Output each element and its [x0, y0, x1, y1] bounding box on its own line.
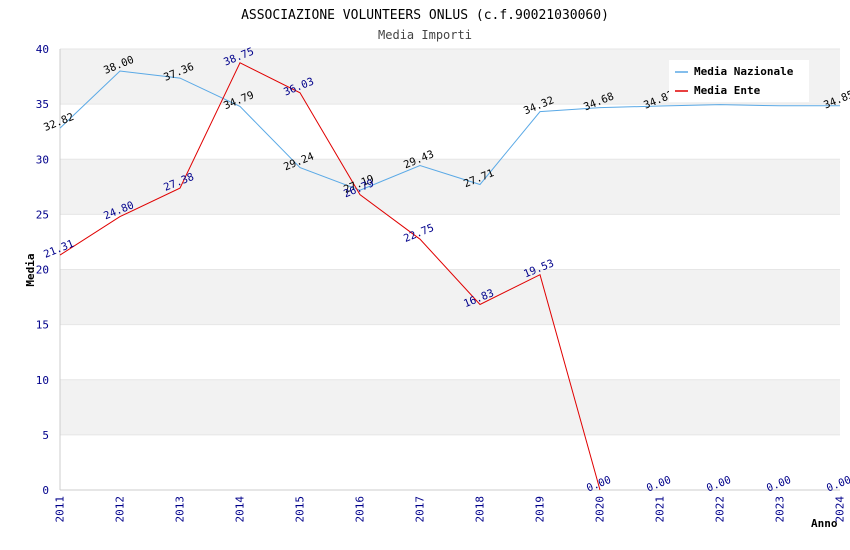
x-axis-label: Anno [811, 517, 838, 530]
x-tick-label: 2012 [114, 496, 127, 523]
x-tick-label: 2024 [834, 496, 847, 523]
y-tick-label: 0 [42, 484, 49, 497]
series-line-ente [59, 62, 601, 491]
x-tick-label: 2016 [354, 496, 367, 523]
chart-title: ASSOCIAZIONE VOLUNTEERS ONLUS (c.f.90021… [241, 8, 609, 23]
y-tick-label: 30 [36, 153, 49, 166]
grid-band [60, 434, 840, 490]
series-lines [59, 62, 840, 491]
x-tick-label: 2019 [534, 496, 547, 523]
legend-label-nazionale: Media Nazionale [694, 65, 794, 78]
x-tick-label: 2011 [54, 496, 67, 523]
grid-bands [60, 48, 840, 491]
y-tick-label: 5 [42, 429, 49, 442]
chart-subtitle: Media Importi [378, 28, 472, 42]
y-tick-label: 25 [36, 208, 49, 221]
axes [59, 49, 840, 491]
grid-band [60, 324, 840, 380]
x-tick-label: 2021 [654, 496, 667, 523]
x-tick-label: 2023 [774, 496, 787, 523]
y-tick-label: 40 [36, 43, 49, 56]
grid-band [60, 214, 840, 270]
y-ticks: 0 5 10 15 20 25 30 35 40 [36, 43, 49, 497]
x-tick-label: 2020 [594, 496, 607, 523]
legend-box [669, 60, 809, 102]
y-tick-label: 35 [36, 98, 49, 111]
legend: Media Nazionale Media Ente [669, 60, 809, 102]
y-axis-label: Media [24, 253, 37, 286]
x-tick-label: 2014 [234, 496, 247, 523]
grid-band [60, 104, 840, 160]
y-tick-label: 20 [36, 264, 49, 277]
grid-band [60, 269, 840, 325]
x-tick-label: 2013 [174, 496, 187, 523]
y-tick-label: 10 [36, 374, 49, 387]
x-tick-label: 2018 [474, 496, 487, 523]
grid-band [60, 379, 840, 435]
x-tick-label: 2017 [414, 496, 427, 523]
x-tick-label: 2022 [714, 496, 727, 523]
legend-label-ente: Media Ente [694, 84, 761, 97]
x-ticks: 2011 2012 2013 2014 2015 2016 2017 2018 2019 2020… [54, 496, 847, 523]
grid-band [60, 159, 840, 215]
y-tick-label: 15 [36, 319, 49, 332]
x-tick-label: 2015 [294, 496, 307, 523]
series-line-nazionale [59, 70, 840, 191]
